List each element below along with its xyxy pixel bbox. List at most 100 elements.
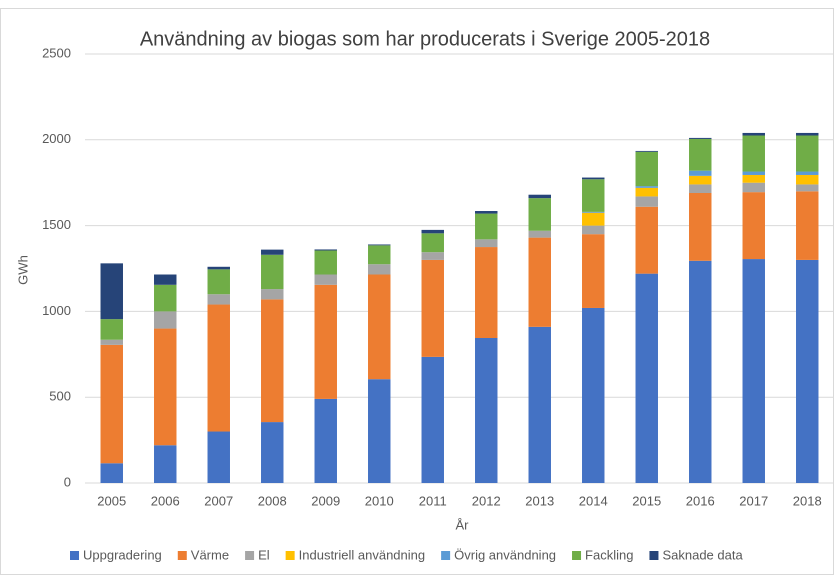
bar-segment xyxy=(475,213,498,240)
bar-segment xyxy=(796,191,819,260)
x-tick-label: 2017 xyxy=(739,493,768,508)
bar-segment xyxy=(582,212,605,226)
bar-segment xyxy=(742,132,765,136)
legend-swatch xyxy=(285,551,295,560)
x-tick-label: 2013 xyxy=(525,493,554,508)
x-tick-label: 2012 xyxy=(472,493,501,508)
bar-segment xyxy=(796,174,819,185)
bar-segment xyxy=(314,249,337,251)
legend-label: Övrig användning xyxy=(454,547,556,562)
y-tick-label: 2500 xyxy=(42,45,71,60)
bar-segment xyxy=(528,198,551,231)
bar-segment xyxy=(100,463,123,483)
legend-label: Fackling xyxy=(585,547,633,562)
bar-segment xyxy=(207,431,230,483)
legend-swatch xyxy=(649,551,659,560)
bar-segment xyxy=(689,192,712,261)
y-tick-label: 1500 xyxy=(42,217,71,232)
bar-segment xyxy=(100,344,123,464)
bar-segment xyxy=(421,233,444,253)
bar-segment xyxy=(635,151,658,187)
x-tick-label: 2016 xyxy=(686,493,715,508)
bar-segment xyxy=(796,171,819,175)
bar-segment xyxy=(796,259,819,483)
y-axis-label: GWh xyxy=(15,255,30,285)
legend-swatch xyxy=(441,551,451,560)
bar-segment xyxy=(689,138,712,171)
x-tick-label: 2010 xyxy=(365,493,394,508)
x-tick-label: 2015 xyxy=(632,493,661,508)
legend-label: El xyxy=(258,547,270,562)
bar-segment xyxy=(100,263,123,320)
bar-segment xyxy=(261,422,284,483)
bar-segment xyxy=(635,186,658,188)
bar-segment xyxy=(742,192,765,260)
bar-segment xyxy=(635,196,658,207)
bar-segment xyxy=(582,177,605,180)
bar-segment xyxy=(368,274,391,380)
y-tick-label: 0 xyxy=(64,474,71,489)
bar-segment xyxy=(742,135,765,172)
bar-segment xyxy=(582,179,605,212)
bar-segment xyxy=(261,299,284,423)
bar-segment xyxy=(475,337,498,483)
bar-segment xyxy=(689,137,712,139)
bar-segment xyxy=(689,175,712,185)
bar-segment xyxy=(582,211,605,213)
bar-segment xyxy=(742,171,765,175)
bar-segment xyxy=(635,187,658,197)
y-tick-label: 500 xyxy=(49,389,71,404)
legend-swatch xyxy=(177,551,187,560)
bar-segment xyxy=(582,234,605,308)
x-tick-label: 2007 xyxy=(204,493,233,508)
bar-segment xyxy=(421,356,444,483)
bar-segment xyxy=(421,252,444,260)
legend-swatch xyxy=(70,551,79,560)
bar-segment xyxy=(100,319,123,340)
bar-segment xyxy=(421,259,444,357)
bar-segment xyxy=(528,326,551,483)
bar-segment xyxy=(368,379,391,483)
bar-segment xyxy=(635,206,658,274)
bar-segment xyxy=(635,273,658,483)
bar-segment xyxy=(154,274,177,285)
x-tick-label: 2018 xyxy=(793,493,822,508)
bar-segment xyxy=(689,184,712,193)
bar-segment xyxy=(314,274,337,285)
bar-segment xyxy=(100,339,123,345)
bar-segment xyxy=(314,284,337,399)
bar-segment xyxy=(475,239,498,248)
bar-segment xyxy=(154,445,177,483)
chart-title: Användning av biogas som har producerats… xyxy=(140,28,710,50)
bar-segment xyxy=(528,237,551,327)
x-axis-label: År xyxy=(456,517,470,532)
bar-segment xyxy=(207,266,230,270)
bar-segment xyxy=(796,135,819,172)
bar-segment xyxy=(207,269,230,295)
bar-segment xyxy=(368,245,391,265)
bar-segment xyxy=(475,211,498,214)
legend-label: Saknade data xyxy=(662,547,743,562)
bar-segment xyxy=(689,170,712,176)
bar-segment xyxy=(742,182,765,193)
x-tick-label: 2005 xyxy=(97,493,126,508)
bar-segment xyxy=(582,225,605,235)
bar-segment xyxy=(261,249,284,255)
legend-label: Uppgradering xyxy=(83,547,162,562)
x-tick-label: 2009 xyxy=(311,493,340,508)
bar-segment xyxy=(368,264,391,275)
x-tick-label: 2006 xyxy=(151,493,180,508)
bar-segment xyxy=(796,184,819,192)
legend-swatch xyxy=(572,551,582,560)
legend-label: Värme xyxy=(191,547,229,562)
bar-segment xyxy=(314,398,337,483)
x-tick-label: 2008 xyxy=(258,493,287,508)
bar-segment xyxy=(528,194,551,199)
bar-segment xyxy=(261,289,284,300)
bar-segment xyxy=(582,307,605,483)
y-tick-label: 1000 xyxy=(42,303,71,318)
bar-segment xyxy=(421,229,444,234)
bar-segment xyxy=(207,294,230,305)
bar-segment xyxy=(796,132,819,136)
